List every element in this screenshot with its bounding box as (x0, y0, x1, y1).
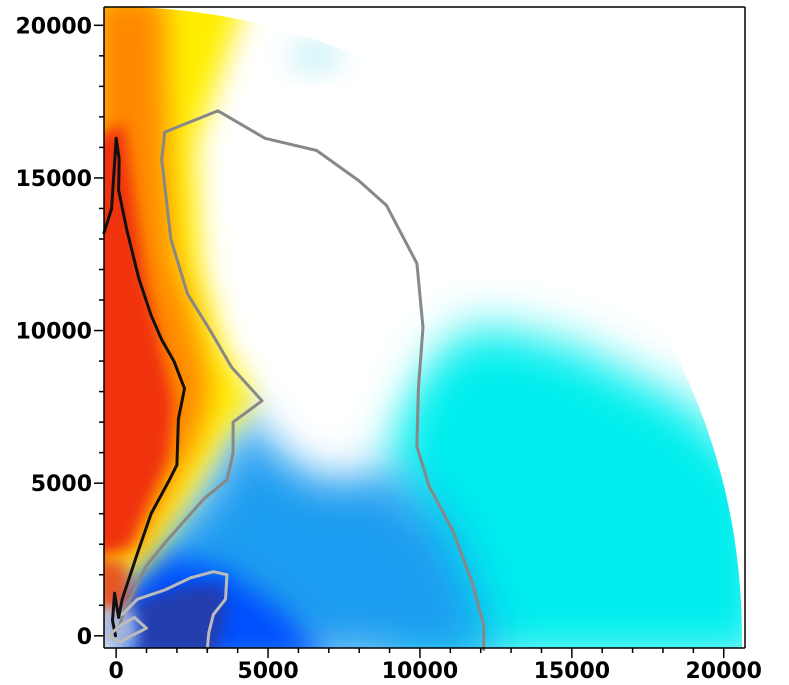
x-tick-label: 20000 (685, 659, 762, 684)
field-region-white-plume (213, 132, 420, 465)
field-region-cyan-top-spot (283, 37, 344, 75)
contour-line-4 (120, 570, 229, 651)
contour-lines (102, 109, 486, 651)
y-tick-label: 5000 (31, 472, 92, 497)
y-tick-label: 15000 (15, 167, 92, 192)
plot-area (104, 7, 742, 648)
x-tick-label: 5000 (237, 659, 298, 684)
y-tick-label: 10000 (15, 320, 92, 345)
plot-frame (103, 6, 746, 649)
contour-line-1 (102, 136, 186, 638)
field-region-red (104, 123, 174, 557)
y-tick-label: 20000 (15, 14, 92, 39)
y-tick-label: 0 (77, 625, 92, 650)
x-tick-label: 0 (108, 659, 123, 684)
field-region-dark-blue-wedge (134, 583, 226, 648)
y-axis-tick-labels: 0 5000 10000 15000 20000 (15, 14, 92, 649)
contour-line-3 (117, 158, 264, 630)
field-region-red-base (104, 556, 132, 612)
x-axis-tick-labels: 0 5000 10000 15000 20000 (108, 659, 762, 684)
y-axis-ticks (94, 24, 104, 637)
x-tick-label: 15000 (534, 659, 611, 684)
contour-line-2 (160, 109, 486, 651)
x-axis-ticks (115, 648, 725, 658)
field-region-cyan (374, 324, 742, 648)
field-color-regions (104, 7, 742, 648)
contour-line-5 (107, 616, 148, 644)
x-tick-label: 10000 (382, 659, 459, 684)
